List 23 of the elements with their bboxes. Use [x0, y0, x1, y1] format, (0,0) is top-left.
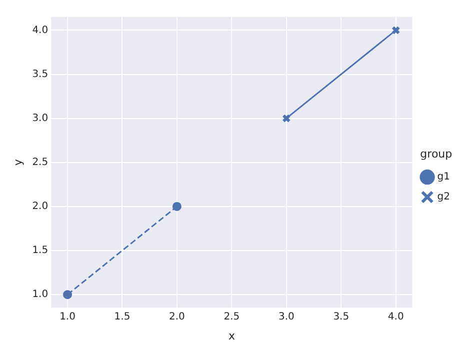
x-tick-label: 4.0 [388, 311, 404, 322]
legend-label: g2 [437, 192, 450, 203]
y-tick-label: 4.0 [32, 24, 48, 36]
x-axis-title: x [228, 329, 236, 342]
x-tick-label: 3.5 [333, 311, 350, 322]
x-tick-label: 2.5 [224, 311, 240, 322]
legend-title: group [420, 147, 452, 160]
x-tick-label: 1.5 [114, 311, 130, 322]
point [282, 114, 291, 123]
legend-label: g1 [437, 172, 450, 183]
point [172, 202, 182, 211]
y-tick-label: 2.0 [32, 201, 48, 212]
point [63, 290, 72, 300]
y-axis-title: y [11, 158, 24, 166]
x-tick-label: 2.0 [169, 311, 185, 322]
y-tick-label: 1.5 [32, 245, 48, 256]
x-tick-label: 1.0 [60, 311, 76, 322]
y-tick-label: 2.5 [32, 156, 48, 168]
y-tick-label: 3.5 [32, 68, 48, 80]
x-tick-label: 3.0 [278, 311, 294, 322]
point [392, 26, 400, 35]
y-tick-label: 1.0 [32, 289, 48, 300]
y-tick-label: 3.0 [32, 112, 48, 124]
